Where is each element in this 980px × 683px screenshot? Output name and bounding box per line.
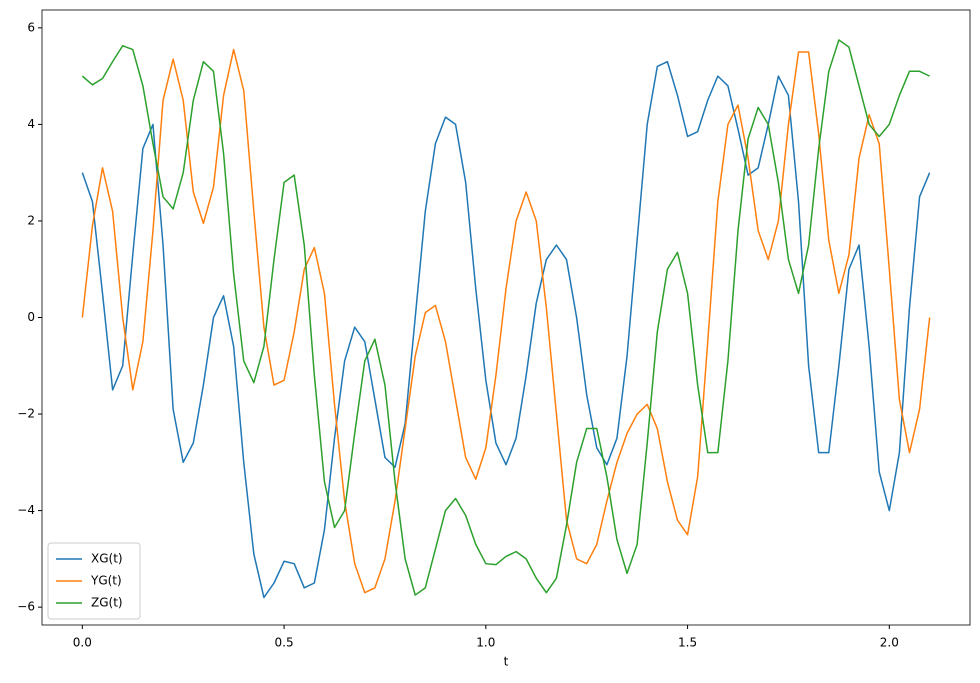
y-tick-label: −4 [17, 503, 35, 517]
y-tick-label: 2 [27, 213, 35, 227]
y-tick-label: 4 [27, 117, 35, 131]
y-tick-label: 0 [27, 310, 35, 324]
x-tick-label: 0.0 [73, 636, 92, 650]
x-tick-label: 1.0 [476, 636, 495, 650]
y-tick-label: −6 [17, 600, 35, 614]
legend-box [47, 542, 141, 620]
legend-label: ZG(t) [91, 596, 123, 610]
series-line [81, 39, 930, 596]
x-tick-label: 0.5 [275, 636, 294, 650]
axes-frame [41, 9, 971, 626]
y-tick-label: −2 [17, 407, 35, 421]
series-line [81, 48, 931, 594]
legend-label: XG(t) [91, 552, 123, 566]
x-tick-label: 1.5 [678, 636, 697, 650]
legend-label: YG(t) [90, 574, 122, 588]
x-tick-label: 2.0 [880, 636, 899, 650]
x-axis-label: t [504, 655, 509, 669]
series-line [81, 60, 931, 599]
y-tick-label: 6 [27, 20, 35, 34]
